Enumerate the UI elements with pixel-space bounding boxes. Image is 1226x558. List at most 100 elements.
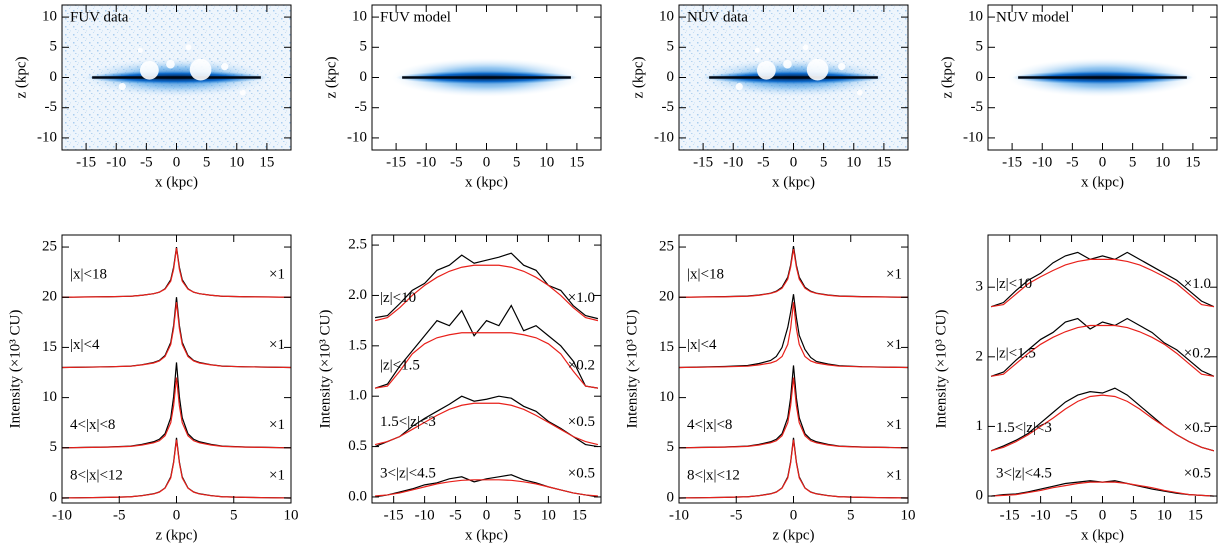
x-tick-label: -10 <box>52 507 72 523</box>
x-tick-label: 15 <box>572 507 587 523</box>
x-tick-label: 0 <box>173 507 181 523</box>
model-line <box>61 302 292 369</box>
x-axis-label: x (kpc) <box>465 174 508 190</box>
profile-label: |z|<10 <box>380 290 416 306</box>
profile-scale: ×1 <box>886 337 902 353</box>
y-axis-label: z (kpc) <box>13 56 29 98</box>
x-tick-label: 10 <box>539 154 554 170</box>
profile-label: 8<|x|<12 <box>70 467 123 483</box>
x-tick-label: 15 <box>1185 154 1200 170</box>
data-line <box>374 395 599 448</box>
x-axis-label: x (kpc) <box>1081 174 1124 190</box>
x-tick-label: -15 <box>1002 154 1022 170</box>
x-tick-label: -5 <box>1066 154 1079 170</box>
x-tick-label: -15 <box>1000 507 1020 523</box>
profile-scale: ×1 <box>269 417 285 433</box>
x-tick-label: 10 <box>229 154 244 170</box>
data-line <box>61 362 292 449</box>
y-tick-label: 5 <box>667 39 675 55</box>
y-tick-label: 1.0 <box>348 388 367 404</box>
profile-label: 4<|x|<8 <box>70 417 115 433</box>
bright-source <box>239 89 246 96</box>
model-line <box>678 302 909 369</box>
bright-source <box>221 63 229 71</box>
bright-source <box>754 47 760 53</box>
y-axis-label: Intensity (×10³ CU) <box>933 310 949 429</box>
galaxy-image <box>988 5 1217 150</box>
bright-source <box>185 44 192 51</box>
x-tick-label: 10 <box>284 507 299 523</box>
y-tick-label: 0 <box>50 69 58 85</box>
x-tick-label: 0 <box>483 154 491 170</box>
y-tick-label: 2.5 <box>348 237 367 253</box>
y-tick-label: 10 <box>42 9 57 25</box>
y-tick-label: 0 <box>667 489 675 505</box>
y-axis-label: Intensity (×10³ CU) <box>624 310 640 429</box>
profile-label: |z|<10 <box>996 276 1032 292</box>
bright-source <box>838 63 846 71</box>
profile-label: |x|<4 <box>70 337 100 353</box>
profile-label: |x|<4 <box>687 337 717 353</box>
y-tick-label: -5 <box>355 99 368 115</box>
profile-scale: ×1 <box>269 467 285 483</box>
panel-title: NUV data <box>687 9 748 25</box>
profile-label: 4<|x|<8 <box>687 417 732 433</box>
profile-scale: ×1.0 <box>1184 276 1211 292</box>
y-tick-label: 2 <box>976 348 984 364</box>
x-tick-label: 5 <box>847 507 855 523</box>
profile-scale: ×1 <box>886 417 902 433</box>
x-tick-label: -5 <box>113 507 126 523</box>
model-line <box>375 479 598 497</box>
y-tick-label: 10 <box>42 389 57 405</box>
panel-title: FUV model <box>380 9 451 25</box>
galaxy-image <box>62 5 291 150</box>
model-line <box>61 439 292 499</box>
y-tick-label: 0 <box>50 489 58 505</box>
y-tick-label: 10 <box>659 389 674 405</box>
x-tick-label: 0 <box>790 154 798 170</box>
bright-source <box>139 60 159 80</box>
y-tick-label: 20 <box>659 289 674 305</box>
x-tick-label: -10 <box>416 154 436 170</box>
bright-source <box>856 89 863 96</box>
x-tick-label: 10 <box>541 507 556 523</box>
x-tick-label: 10 <box>1157 507 1172 523</box>
bright-source <box>756 60 776 80</box>
model-line <box>990 258 1215 308</box>
y-axis-label: z (kpc) <box>323 56 339 98</box>
y-tick-label: 5 <box>667 439 675 455</box>
x-tick-label: -15 <box>693 154 713 170</box>
y-tick-label: -5 <box>662 99 675 115</box>
profile-label: |z|<1.5 <box>996 346 1036 362</box>
x-tick-label: -10 <box>669 507 689 523</box>
model-line <box>678 377 909 449</box>
bright-source <box>802 44 809 51</box>
x-tick-label: 5 <box>513 154 521 170</box>
x-tick-label: 0 <box>173 154 181 170</box>
x-tick-label: 0 <box>790 507 798 523</box>
data-line <box>61 297 292 369</box>
y-tick-label: 15 <box>42 339 57 355</box>
x-tick-label: 15 <box>1188 507 1203 523</box>
x-tick-label: -5 <box>730 507 743 523</box>
x-tick-label: 10 <box>1155 154 1170 170</box>
bright-source <box>118 82 126 91</box>
x-tick-label: -10 <box>106 154 126 170</box>
x-tick-label: 5 <box>230 507 238 523</box>
x-tick-label: -10 <box>415 507 435 523</box>
panel-title: FUV data <box>70 9 129 25</box>
y-tick-label: 15 <box>659 339 674 355</box>
x-tick-label: 5 <box>820 154 828 170</box>
data-line <box>990 317 1215 377</box>
x-axis-label: x (kpc) <box>465 527 508 543</box>
y-tick-label: -10 <box>963 129 983 145</box>
panel-title: NUV model <box>996 9 1069 25</box>
profile-label: |x|<18 <box>687 267 724 283</box>
x-tick-label: 0 <box>483 507 491 523</box>
x-tick-label: -15 <box>386 154 406 170</box>
y-tick-label: 5 <box>976 39 984 55</box>
x-axis-label: x (kpc) <box>1081 527 1124 543</box>
x-tick-label: 5 <box>514 507 522 523</box>
profile-label: 8<|x|<12 <box>687 467 740 483</box>
